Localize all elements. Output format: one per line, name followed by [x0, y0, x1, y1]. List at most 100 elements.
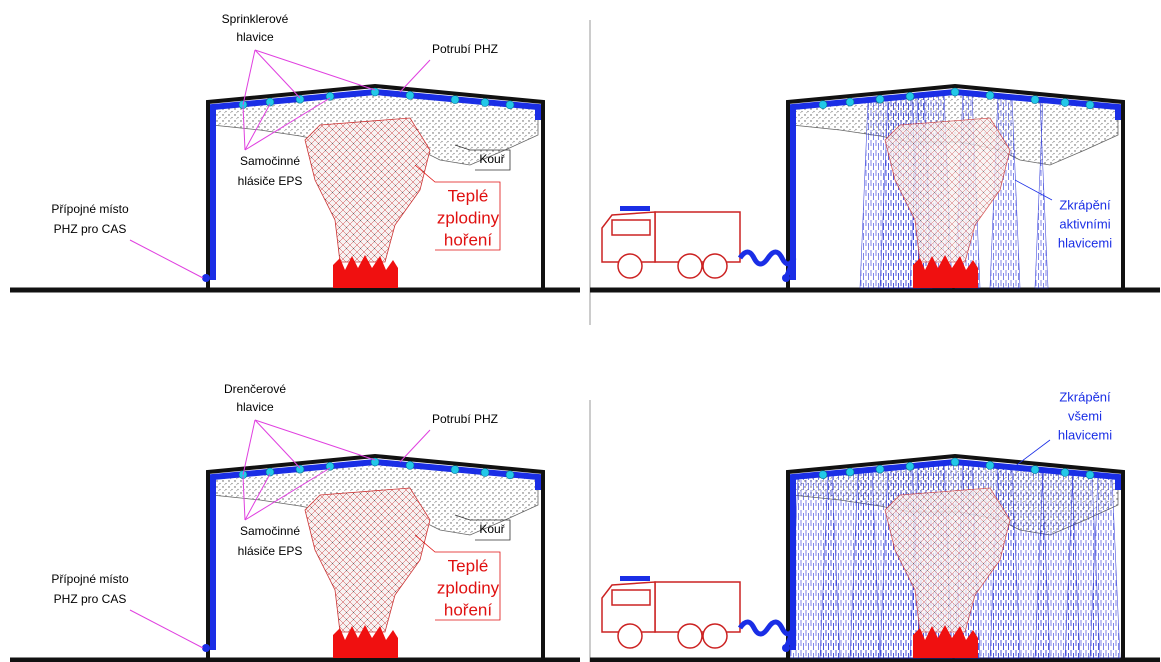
head — [505, 470, 515, 480]
head — [370, 87, 380, 97]
inlet-label: PHZ pro CAS — [54, 592, 127, 606]
head — [1085, 470, 1095, 480]
head — [325, 462, 335, 471]
fire-label: Teplé — [448, 186, 489, 205]
hot-plume — [304, 117, 431, 263]
head — [370, 457, 380, 467]
leader — [454, 514, 511, 541]
leader — [254, 419, 376, 461]
leader — [399, 429, 431, 463]
head — [1030, 465, 1040, 474]
head — [295, 464, 305, 474]
fire — [913, 625, 978, 658]
head — [295, 94, 305, 104]
head — [950, 87, 960, 97]
head — [405, 461, 415, 470]
truck-wheel — [617, 623, 643, 649]
spray-label: aktivními — [1059, 216, 1110, 231]
heads-label: Sprinklerové — [222, 12, 289, 26]
head — [1085, 100, 1095, 110]
hot-plume — [884, 117, 1011, 263]
frame — [786, 83, 1125, 290]
frame — [206, 83, 545, 290]
hot-plume — [884, 487, 1011, 633]
leader — [254, 49, 376, 91]
inlet-label: Přípojné místo — [51, 572, 129, 586]
spray-label: hlavicemi — [1058, 235, 1112, 250]
truck-window — [611, 589, 651, 606]
truck-body — [654, 581, 741, 633]
fire-label: hoření — [444, 230, 492, 249]
pipe-label: Potrubí PHZ — [432, 412, 498, 426]
heads-label: hlavice — [236, 400, 274, 414]
leader — [129, 609, 204, 649]
inlet-label: Přípojné místo — [51, 202, 129, 216]
head — [1060, 468, 1070, 477]
fire — [913, 255, 978, 288]
head — [325, 92, 335, 101]
truck-window — [611, 219, 651, 236]
leader — [242, 475, 246, 521]
truck-wheel — [677, 253, 703, 279]
truck-body — [654, 211, 741, 263]
frame — [786, 453, 1125, 660]
head — [450, 465, 460, 474]
leader — [1014, 179, 1053, 201]
leader — [414, 534, 501, 621]
head — [905, 92, 915, 101]
smoke-label: Kouř — [479, 522, 505, 536]
head — [845, 97, 855, 107]
head — [265, 467, 275, 477]
leader — [129, 239, 204, 279]
leader — [244, 473, 271, 521]
spray-label: všemi — [1068, 408, 1102, 423]
detectors-label: Samočinné — [240, 154, 300, 168]
head — [875, 464, 885, 474]
truck-wheel — [617, 253, 643, 279]
leader — [399, 59, 431, 93]
heads-label: hlavice — [236, 30, 274, 44]
head — [818, 470, 828, 479]
truck-light — [620, 206, 650, 211]
leader — [254, 49, 301, 99]
leader — [454, 144, 511, 171]
leader — [254, 419, 301, 469]
head — [1060, 98, 1070, 107]
detectors-label: hlásiče EPS — [238, 544, 303, 558]
detectors-label: hlásiče EPS — [238, 174, 303, 188]
head — [1030, 95, 1040, 104]
pipe-label: Potrubí PHZ — [432, 42, 498, 56]
head — [505, 100, 515, 110]
fire — [333, 255, 398, 288]
heads-label: Drenčerové — [224, 382, 286, 396]
leader — [244, 103, 271, 151]
head — [875, 94, 885, 104]
fire — [333, 625, 398, 658]
head — [450, 95, 460, 104]
inlet — [202, 644, 210, 652]
head — [818, 100, 828, 109]
fire-label: zplodiny — [437, 578, 500, 597]
inlet-label: PHZ pro CAS — [54, 222, 127, 236]
frame — [206, 453, 545, 660]
truck-light — [620, 576, 650, 581]
hose — [737, 619, 797, 649]
spray-label: Zkrápění — [1059, 389, 1111, 404]
detectors-label: Samočinné — [240, 524, 300, 538]
hose — [737, 249, 797, 279]
leader — [1009, 439, 1051, 471]
head — [985, 91, 995, 100]
head — [265, 97, 275, 107]
inlet — [202, 274, 210, 282]
leader — [242, 419, 256, 476]
truck-wheel — [702, 623, 728, 649]
fire-label: Teplé — [448, 556, 489, 575]
fire-label: hoření — [444, 600, 492, 619]
head — [950, 457, 960, 467]
leader — [244, 467, 331, 521]
head — [480, 98, 490, 107]
truck-wheel — [702, 253, 728, 279]
head — [845, 467, 855, 477]
